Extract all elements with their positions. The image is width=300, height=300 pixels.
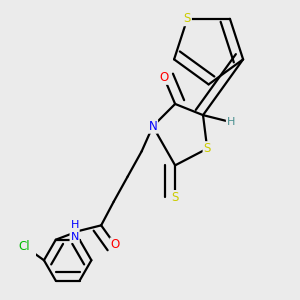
Text: O: O	[159, 71, 169, 84]
Text: Cl: Cl	[19, 240, 30, 253]
Text: H
N: H N	[70, 220, 79, 242]
Text: O: O	[110, 238, 120, 251]
Text: S: S	[171, 191, 179, 204]
Text: S: S	[184, 12, 191, 25]
Text: N: N	[148, 120, 157, 133]
Text: S: S	[203, 142, 211, 155]
Text: H: H	[227, 117, 235, 127]
